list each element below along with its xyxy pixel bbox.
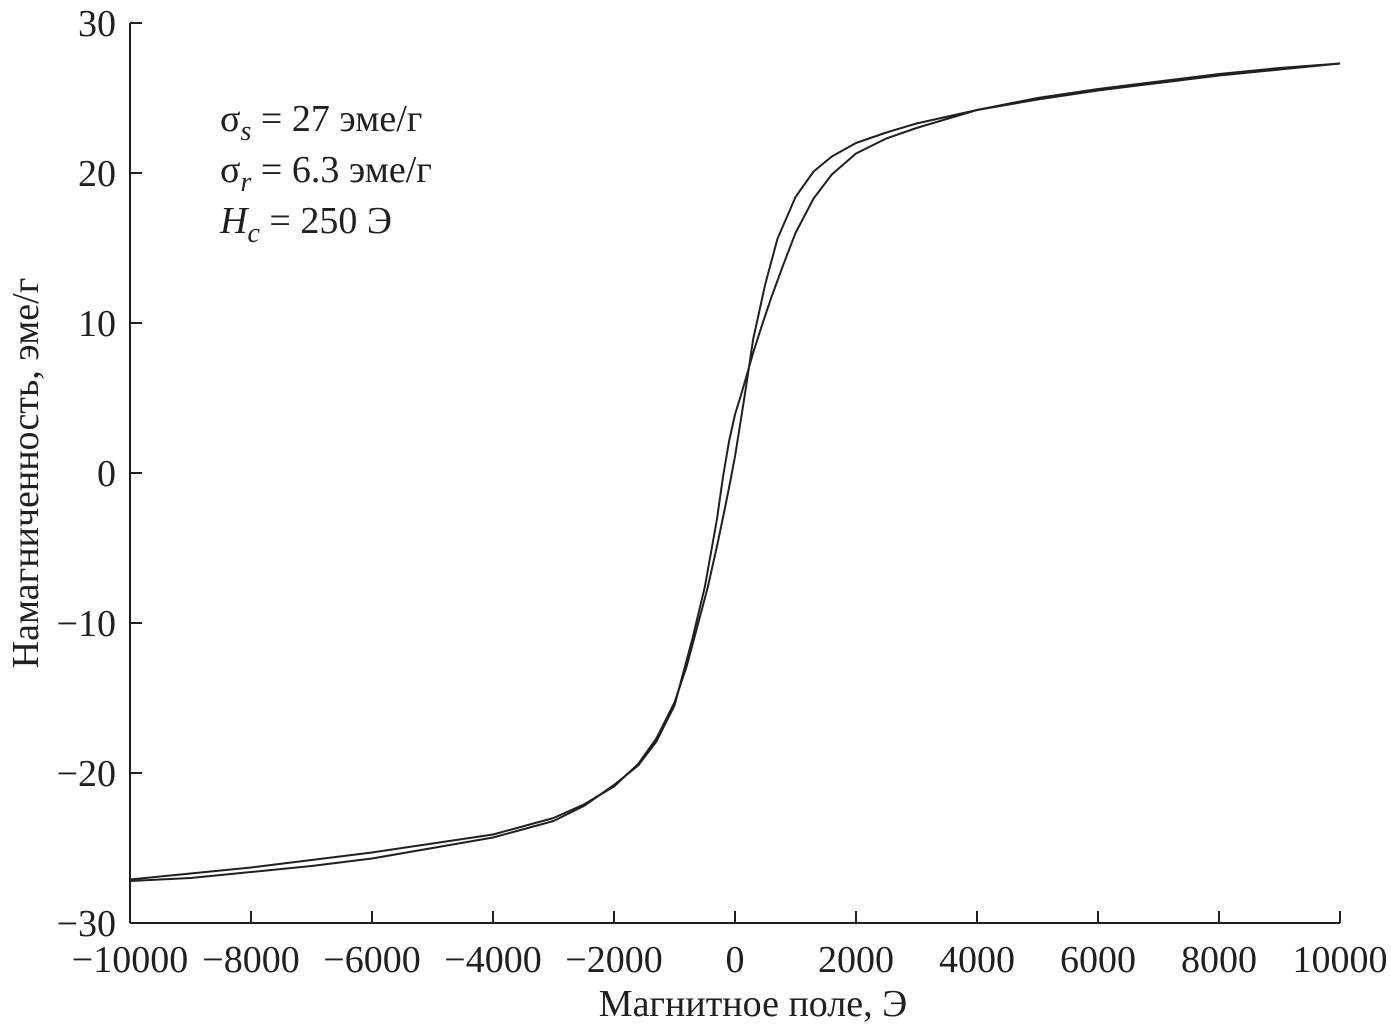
x-tick-label: −8000 — [202, 939, 299, 981]
ticks: −10000 −8000 −6000 −4000 −2000 0 2000 4000 6000 8… — [57, 3, 1388, 981]
x-tick-label: 2000 — [818, 939, 894, 981]
y-tick-label: 20 — [78, 153, 116, 195]
x-tick-label: 8000 — [1181, 939, 1257, 981]
x-tick-label: 4000 — [939, 939, 1015, 981]
annotation-c: Hc = 250 Э — [219, 200, 392, 249]
y-tick-label: −20 — [57, 753, 116, 795]
annotation-s: σs = 27 эме/г — [220, 98, 422, 147]
y-tick-label: 30 — [78, 3, 116, 45]
x-tick-label: 10000 — [1293, 939, 1388, 981]
x-tick-label: −10000 — [72, 939, 188, 981]
y-tick-label: −30 — [57, 903, 116, 945]
annotation-r: σr = 6.3 эме/г — [220, 149, 432, 198]
x-tick-label: 0 — [726, 939, 745, 981]
series — [129, 62, 1341, 882]
x-tick-label: −4000 — [444, 939, 541, 981]
x-tick-label: 6000 — [1060, 939, 1136, 981]
descending-branch-line — [129, 62, 1341, 882]
annotations: σs = 27 эме/гσr = 6.3 эме/гHc = 250 Э — [219, 98, 432, 249]
x-tick-label: −2000 — [565, 939, 662, 981]
y-tick-label: 10 — [78, 303, 116, 345]
x-axis-title: Магнитное поле, Э — [599, 983, 907, 1025]
y-axis-title: Намагниченность, эме/г — [5, 278, 47, 669]
y-tick-label: −10 — [57, 603, 116, 645]
y-tick-label: 0 — [97, 453, 116, 495]
x-tick-label: −6000 — [323, 939, 420, 981]
